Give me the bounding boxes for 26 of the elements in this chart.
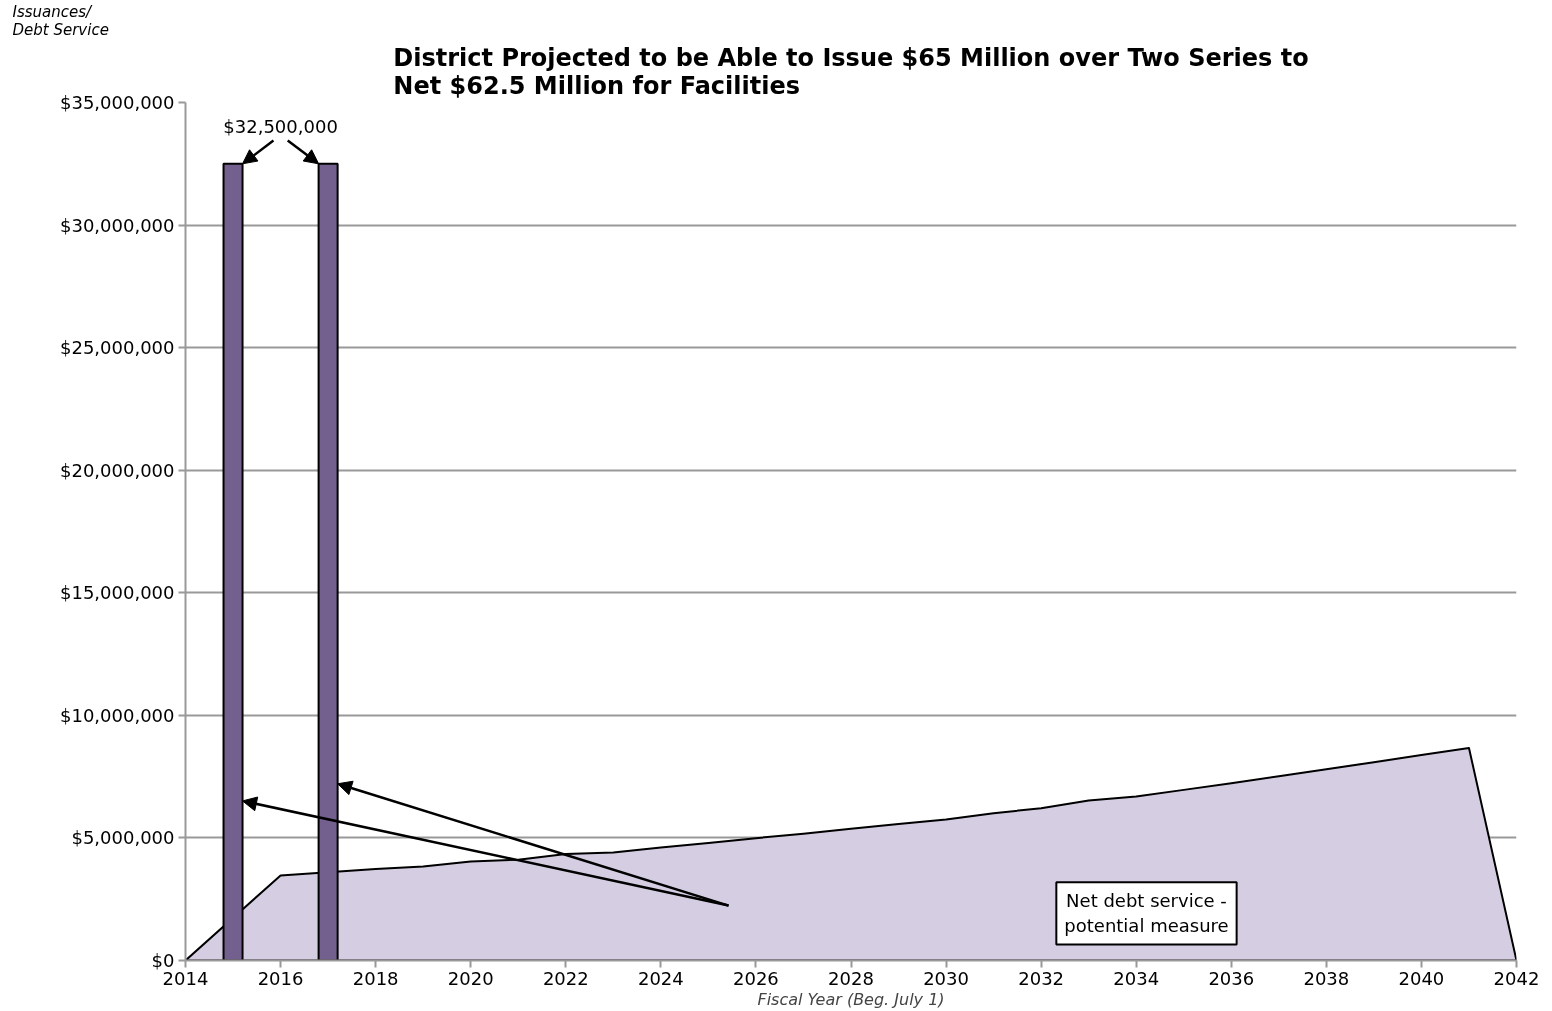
- y-tick-label: $5,000,000: [71, 827, 175, 849]
- y-tick-label: $10,000,000: [59, 704, 175, 726]
- x-tick-label: 2028: [828, 967, 874, 989]
- x-tick-label: 2016: [257, 967, 304, 989]
- x-tick-label: 2030: [923, 967, 969, 989]
- x-tick-label: 2038: [1303, 967, 1350, 989]
- x-axis-title: Fiscal Year (Beg. July 1): [757, 989, 945, 1009]
- x-tick-label: 2034: [1113, 967, 1160, 989]
- y-tick-label: $15,000,000: [59, 582, 175, 604]
- x-tick-label: 2022: [542, 967, 589, 989]
- x-tick-label: 2018: [352, 967, 399, 989]
- y-tick-label: $35,000,000: [59, 92, 175, 113]
- x-tick-label: 2024: [637, 967, 684, 989]
- y-tick-label: $20,000,000: [59, 459, 175, 481]
- x-tick-label: 2042: [1493, 967, 1540, 989]
- chart-title: District Projected to be Able to Issue $65 Million over Two Series to Net $62.5 Million for Facilities: [393, 43, 1309, 100]
- x-tick-label: 2026: [733, 967, 779, 989]
- annotation: $32,500,000: [223, 115, 338, 137]
- y-axis-title: Issuances/ Debt Service: [12, 2, 109, 39]
- y-tick-label: $30,000,000: [59, 214, 175, 236]
- x-tick-label: 2020: [447, 967, 494, 989]
- x-tick-label: 2036: [1208, 967, 1255, 989]
- y-tick-label: $25,000,000: [59, 337, 175, 359]
- x-tick-label: 2032: [1018, 967, 1065, 989]
- annotation: Net debt service - potential measure: [1064, 890, 1229, 937]
- x-tick-label: 2040: [1398, 967, 1445, 989]
